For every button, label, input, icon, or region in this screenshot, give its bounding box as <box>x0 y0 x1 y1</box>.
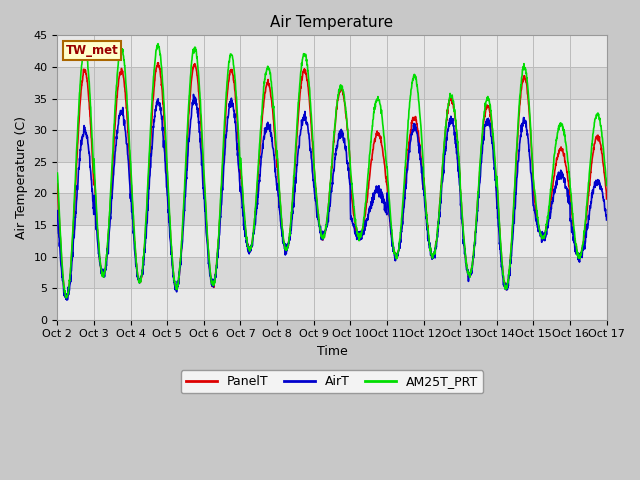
AirT <box>555 169 563 175</box>
PanelT <box>492 179 500 185</box>
AM25T_PRT <box>570 224 577 229</box>
AirT <box>603 217 611 223</box>
AM25T_PRT <box>348 186 356 192</box>
AM25T_PRT <box>360 215 368 220</box>
AirT <box>207 276 215 281</box>
Title: Air Temperature: Air Temperature <box>271 15 394 30</box>
Bar <box>58 256 607 288</box>
PanelT <box>348 199 356 204</box>
Y-axis label: Air Temperature (C): Air Temperature (C) <box>15 116 28 239</box>
Bar <box>58 130 607 162</box>
Line: PanelT: PanelT <box>58 63 607 299</box>
AirT <box>570 239 577 245</box>
AirT <box>54 208 61 214</box>
Line: AirT: AirT <box>58 95 607 300</box>
AM25T_PRT <box>603 183 611 189</box>
AM25T_PRT <box>207 276 215 281</box>
PanelT <box>570 227 577 233</box>
Bar <box>58 193 607 225</box>
AirT <box>492 185 500 191</box>
AirT <box>63 297 71 303</box>
PanelT <box>63 296 70 301</box>
PanelT <box>207 278 215 284</box>
PanelT <box>603 196 611 202</box>
Bar <box>58 67 607 98</box>
AM25T_PRT <box>492 172 500 178</box>
AM25T_PRT <box>555 126 563 132</box>
Bar <box>58 36 607 67</box>
X-axis label: Time: Time <box>317 345 348 358</box>
AM25T_PRT <box>154 41 162 47</box>
PanelT <box>360 219 368 225</box>
Legend: PanelT, AirT, AM25T_PRT: PanelT, AirT, AM25T_PRT <box>180 370 483 393</box>
Line: AM25T_PRT: AM25T_PRT <box>58 44 607 298</box>
PanelT <box>154 60 162 66</box>
AirT <box>348 216 356 221</box>
PanelT <box>54 181 61 187</box>
PanelT <box>555 152 563 157</box>
AM25T_PRT <box>63 295 70 300</box>
AirT <box>189 92 197 97</box>
AirT <box>360 227 368 233</box>
Text: TW_met: TW_met <box>66 44 118 57</box>
Bar <box>58 98 607 130</box>
Bar <box>58 225 607 256</box>
AM25T_PRT <box>54 170 61 176</box>
Bar <box>58 162 607 193</box>
Bar <box>58 288 607 320</box>
